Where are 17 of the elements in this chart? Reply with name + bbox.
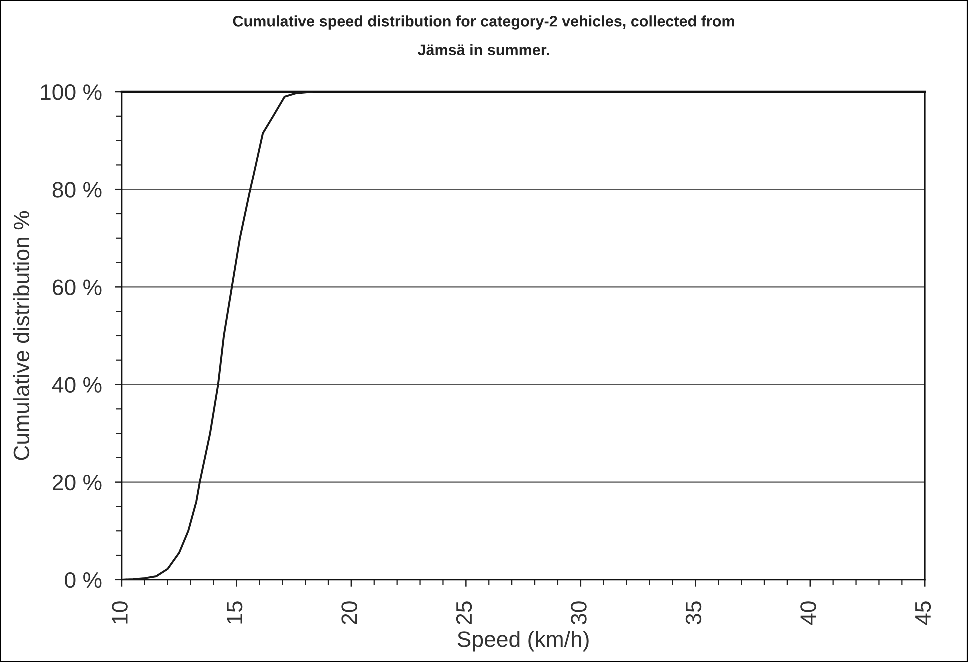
x-tick-label: 25 [456,602,472,624]
y-tick-label: 20 % [52,474,102,491]
x-tick-label: 45 [916,602,932,625]
y-tick-label: 0 % [65,572,102,588]
y-axis-title: Cumulative distribution % [13,211,30,460]
x-tick-label: 20 [342,602,358,624]
x-tick-label: 15 [227,602,243,624]
x-tick-label: 40 [800,602,816,625]
chart-title: Cumulative speed distribution for category-2 vehicles, collected from Jämsä in summer. [233,16,734,56]
x-tick-label: 10 [112,602,128,624]
x-tick-label: 35 [686,602,702,625]
y-tick-label: 60 % [53,280,102,296]
x-tick-label: 30 [571,602,587,625]
x-axis-title: Speed (km/h) [458,631,589,652]
y-tick-label: 40 % [52,377,102,394]
y-tick-label: 80 % [52,182,102,198]
y-tick-label: 100 % [41,84,102,100]
